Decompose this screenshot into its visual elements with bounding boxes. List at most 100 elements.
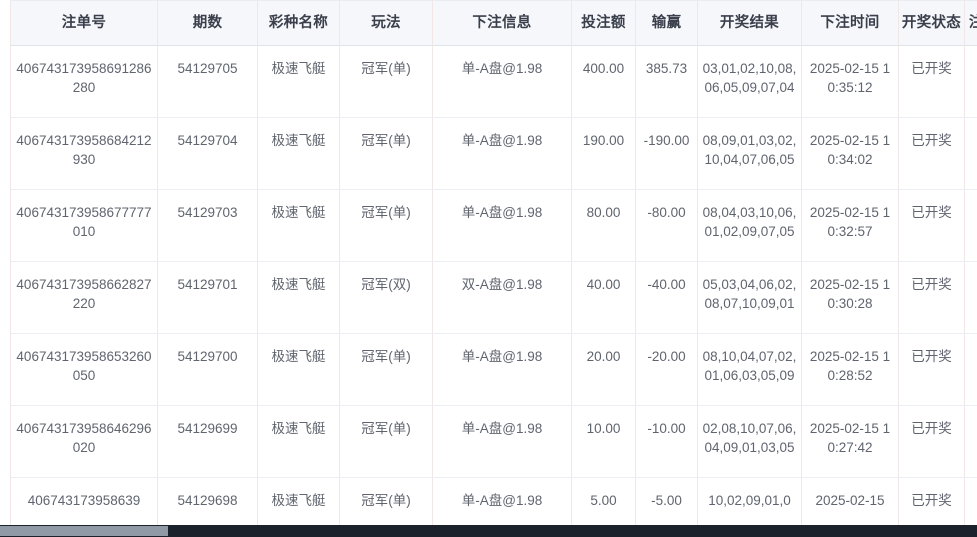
- bet-amount-text: 400.00: [582, 61, 625, 76]
- win-loss-text: -10.00: [647, 421, 686, 436]
- column-header-bet-info[interactable]: 下注信息: [432, 0, 572, 46]
- cell-bet-time: 2025-02-15 10:27:42: [801, 405, 899, 478]
- cell-bet-info: 单-A盘@1.98: [432, 333, 572, 406]
- bet-amount-text: 190.00: [582, 133, 625, 148]
- draw-result-text: 08,10,04,07,02,01,06,03,05,09: [702, 349, 797, 383]
- lottery-name-text: 极速飞艇: [271, 277, 326, 292]
- order-status-text: 有效: [969, 347, 977, 366]
- cell-play-type: 冠军(单): [339, 189, 433, 262]
- column-header-bet-time[interactable]: 下注时间: [801, 0, 899, 46]
- cell-order-no: 406743173958677777010: [10, 189, 158, 262]
- cell-draw-status: 已开奖: [898, 405, 965, 478]
- order-no-text: 406743173958639: [27, 493, 141, 508]
- cell-order-no: 406743173958691286280: [10, 45, 158, 118]
- column-header-draw-status[interactable]: 开奖状态: [898, 0, 965, 46]
- play-type-text: 冠军(单): [361, 421, 411, 436]
- issue-text: 54129703: [177, 205, 238, 220]
- cell-bet-time: 2025-02-15 10:30:28: [801, 261, 899, 334]
- draw-status-text: 已开奖: [911, 493, 952, 508]
- cell-order-status: 有效: [964, 477, 977, 537]
- cell-bet-info: 单-A盘@1.98: [432, 45, 572, 118]
- order-no-text: 406743173958646296020: [16, 421, 152, 455]
- cell-order-status: 有效: [964, 333, 977, 406]
- cell-order-no: 406743173958646296020: [10, 405, 158, 478]
- bet-amount-text: 20.00: [586, 349, 621, 364]
- play-type-text: 冠军(双): [361, 277, 411, 292]
- cell-lottery-name: 极速飞艇: [257, 405, 340, 478]
- order-status-text: 有效: [969, 131, 977, 150]
- draw-result-text: 08,04,03,10,06,01,02,09,07,05: [702, 205, 797, 239]
- cell-draw-result: 05,03,04,06,02,08,07,10,09,01: [697, 261, 802, 334]
- cell-order-status: 有效: [964, 45, 977, 118]
- cell-draw-status: 已开奖: [898, 333, 965, 406]
- cell-play-type: 冠军(单): [339, 333, 433, 406]
- cell-bet-info: 单-A盘@1.98: [432, 189, 572, 262]
- cell-order-no: 406743173958653260050: [10, 333, 158, 406]
- cell-draw-result: 02,08,10,07,06,04,09,01,03,05: [697, 405, 802, 478]
- lottery-name-text: 极速飞艇: [271, 493, 326, 508]
- column-header-order-no[interactable]: 注单号: [10, 0, 158, 46]
- bet-info-text: 单-A盘@1.98: [461, 493, 543, 508]
- bet-records-table: 注单号 期数 彩种名称 玩法 下注信息 投注额 输赢 开奖结果 下注时间 开奖状…: [10, 0, 977, 537]
- issue-text: 54129705: [177, 61, 238, 76]
- order-no-text: 406743173958677777010: [16, 205, 152, 239]
- table-row[interactable]: 406743173958684212930 54129704 极速飞艇 冠军(单…: [10, 117, 977, 190]
- column-header-bet-amount[interactable]: 投注额: [571, 0, 636, 46]
- draw-result-text: 08,09,01,03,02,10,04,07,06,05: [702, 133, 797, 167]
- order-status-text: 有效: [969, 203, 977, 222]
- column-header-issue[interactable]: 期数: [157, 0, 258, 46]
- cell-lottery-name: 极速飞艇: [257, 189, 340, 262]
- cell-play-type: 冠军(单): [339, 405, 433, 478]
- cell-order-status: 有效: [964, 117, 977, 190]
- cell-issue: 54129700: [157, 333, 258, 406]
- cell-order-status: 有效: [964, 261, 977, 334]
- cell-bet-amount: 80.00: [571, 189, 636, 262]
- table-row[interactable]: 406743173958691286280 54129705 极速飞艇 冠军(单…: [10, 45, 977, 118]
- column-header-play-type[interactable]: 玩法: [339, 0, 433, 46]
- bet-amount-text: 10.00: [586, 421, 621, 436]
- draw-status-text: 已开奖: [911, 277, 952, 292]
- issue-text: 54129700: [177, 349, 238, 364]
- cell-bet-amount: 10.00: [571, 405, 636, 478]
- draw-status-text: 已开奖: [911, 349, 952, 364]
- lottery-name-text: 极速飞艇: [271, 61, 326, 76]
- cell-draw-status: 已开奖: [898, 45, 965, 118]
- column-header-win-loss[interactable]: 输赢: [635, 0, 698, 46]
- issue-text: 54129701: [177, 277, 238, 292]
- cell-order-status: 有效: [964, 189, 977, 262]
- table-row[interactable]: 406743173958662827220 54129701 极速飞艇 冠军(双…: [10, 261, 977, 334]
- table-body: 406743173958691286280 54129705 极速飞艇 冠军(单…: [10, 45, 977, 537]
- bet-amount-text: 40.00: [586, 277, 621, 292]
- table-row[interactable]: 406743173958646296020 54129699 极速飞艇 冠军(单…: [10, 405, 977, 478]
- cell-draw-result: 08,09,01,03,02,10,04,07,06,05: [697, 117, 802, 190]
- table-row[interactable]: 406743173958653260050 54129700 极速飞艇 冠军(单…: [10, 333, 977, 406]
- cell-lottery-name: 极速飞艇: [257, 117, 340, 190]
- draw-result-text: 05,03,04,06,02,08,07,10,09,01: [702, 277, 797, 311]
- cell-win-loss: -10.00: [635, 405, 698, 478]
- cell-bet-time: 2025-02-15 10:28:52: [801, 333, 899, 406]
- cell-win-loss: -80.00: [635, 189, 698, 262]
- order-no-text: 406743173958684212930: [16, 133, 152, 167]
- column-header-draw-result[interactable]: 开奖结果: [697, 0, 802, 46]
- bet-info-text: 双-A盘@1.98: [461, 277, 543, 292]
- bet-time-text: 2025-02-15 10:28:52: [809, 349, 891, 383]
- horizontal-scrollbar-track[interactable]: [0, 525, 977, 537]
- column-header-order-status[interactable]: 注单状态: [964, 0, 977, 46]
- bet-time-text: 2025-02-15 10:32:57: [809, 205, 891, 239]
- cell-bet-time: 2025-02-15 10:35:12: [801, 45, 899, 118]
- play-type-text: 冠军(单): [361, 493, 411, 508]
- column-header-lottery-name[interactable]: 彩种名称: [257, 0, 340, 46]
- horizontal-scrollbar-thumb[interactable]: [0, 526, 168, 536]
- cell-bet-amount: 20.00: [571, 333, 636, 406]
- lottery-name-text: 极速飞艇: [271, 349, 326, 364]
- cell-win-loss: -40.00: [635, 261, 698, 334]
- cell-bet-amount: 400.00: [571, 45, 636, 118]
- table-row[interactable]: 406743173958677777010 54129703 极速飞艇 冠军(单…: [10, 189, 977, 262]
- play-type-text: 冠军(单): [361, 349, 411, 364]
- cell-order-no: 406743173958684212930: [10, 117, 158, 190]
- order-no-text: 406743173958662827220: [16, 277, 152, 311]
- cell-bet-info: 单-A盘@1.98: [432, 405, 572, 478]
- win-loss-text: 385.73: [645, 61, 688, 76]
- bet-time-text: 2025-02-15 10:35:12: [809, 61, 891, 95]
